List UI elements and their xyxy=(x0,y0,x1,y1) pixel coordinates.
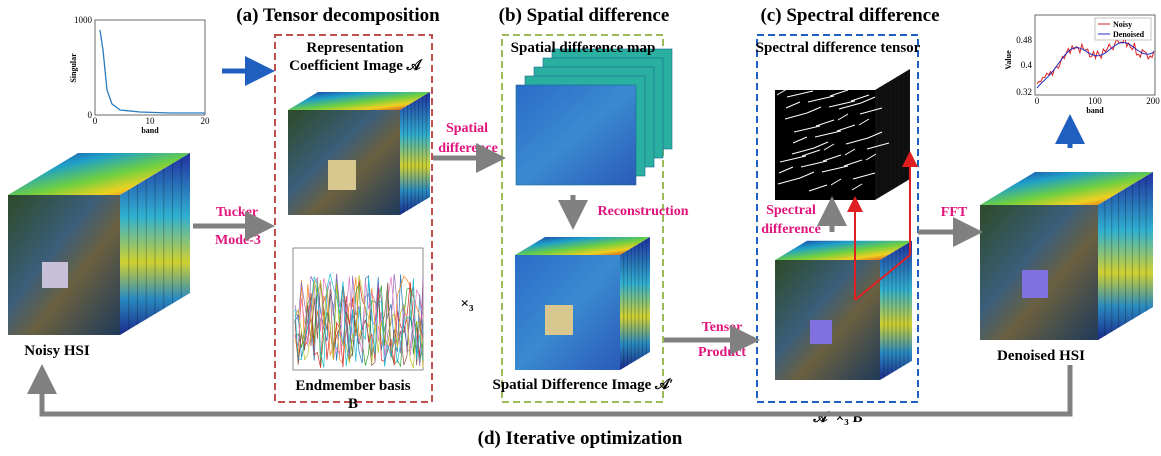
arrow-label: Tensor xyxy=(702,320,743,335)
label: Spatial Difference Image 𝒜′ xyxy=(492,377,673,393)
building xyxy=(810,320,832,344)
arrow-label: Tucker xyxy=(216,205,258,220)
singular-plot: 1000 0 0 10 20 Singular band xyxy=(69,15,210,135)
label: Coefficient Image 𝒜 xyxy=(289,58,423,74)
arrow-label: difference xyxy=(438,141,498,156)
tick-label: 0.32 xyxy=(1016,87,1032,97)
panel-title: (b) Spatial difference xyxy=(499,5,670,26)
axis-label: Value xyxy=(1004,50,1013,70)
diagram: (a) Tensor decomposition (b) Spatial dif… xyxy=(0,0,1161,456)
tick-label: 0.4 xyxy=(1021,60,1033,70)
tick-label: 0 xyxy=(1035,96,1040,106)
legend-label: Noisy xyxy=(1113,20,1132,29)
arrow-label: FFT xyxy=(941,205,968,220)
label: Endmember basis xyxy=(295,378,410,394)
label: ×₃ xyxy=(460,296,474,312)
endmember-plot xyxy=(293,248,423,370)
arrow-label: Mode-3 xyxy=(215,233,261,248)
tick-label: 10 xyxy=(146,116,156,126)
label: Spectral difference tensor xyxy=(756,40,921,56)
panel-title: (a) Tensor decomposition xyxy=(236,5,440,26)
cube xyxy=(775,69,910,200)
building xyxy=(328,160,356,190)
arrow-label: Spatial xyxy=(446,121,488,136)
axis-label: band xyxy=(141,126,159,135)
axis-label: band xyxy=(1086,106,1104,115)
tick-label: 0 xyxy=(88,110,93,120)
legend-label: Denoised xyxy=(1113,30,1145,39)
label: B xyxy=(348,396,358,412)
tick-label: 1000 xyxy=(74,15,93,25)
building xyxy=(545,305,573,335)
arrow-label: difference xyxy=(761,222,821,237)
label: Denoised HSI xyxy=(997,348,1085,364)
cube xyxy=(288,92,430,215)
arrow-label: Spectral xyxy=(766,203,816,218)
arrow-label: Product xyxy=(698,345,746,360)
cube xyxy=(775,241,912,380)
cube xyxy=(980,172,1153,340)
axis-label: Singular xyxy=(69,53,78,83)
label: Representation xyxy=(306,40,404,56)
map-layer xyxy=(516,85,636,185)
value-plot: Noisy Denoised 0.48 0.4 0.32 0 100 200 V… xyxy=(1004,15,1160,115)
tick-label: 200 xyxy=(1146,96,1160,106)
cube xyxy=(515,237,650,370)
panel-title: (d) Iterative optimization xyxy=(478,428,683,449)
tick-label: 100 xyxy=(1088,96,1102,106)
arrow-label: Reconstruction xyxy=(598,204,689,219)
cube xyxy=(8,153,190,335)
label: Spatial difference map xyxy=(511,40,656,56)
building xyxy=(42,262,68,288)
tick-label: 20 xyxy=(201,116,211,126)
panel-title: (c) Spectral difference xyxy=(760,5,939,26)
tick-label: 0.48 xyxy=(1016,35,1032,45)
label: Noisy HSI xyxy=(24,343,90,359)
building xyxy=(1022,270,1048,298)
tick-label: 0 xyxy=(93,116,98,126)
